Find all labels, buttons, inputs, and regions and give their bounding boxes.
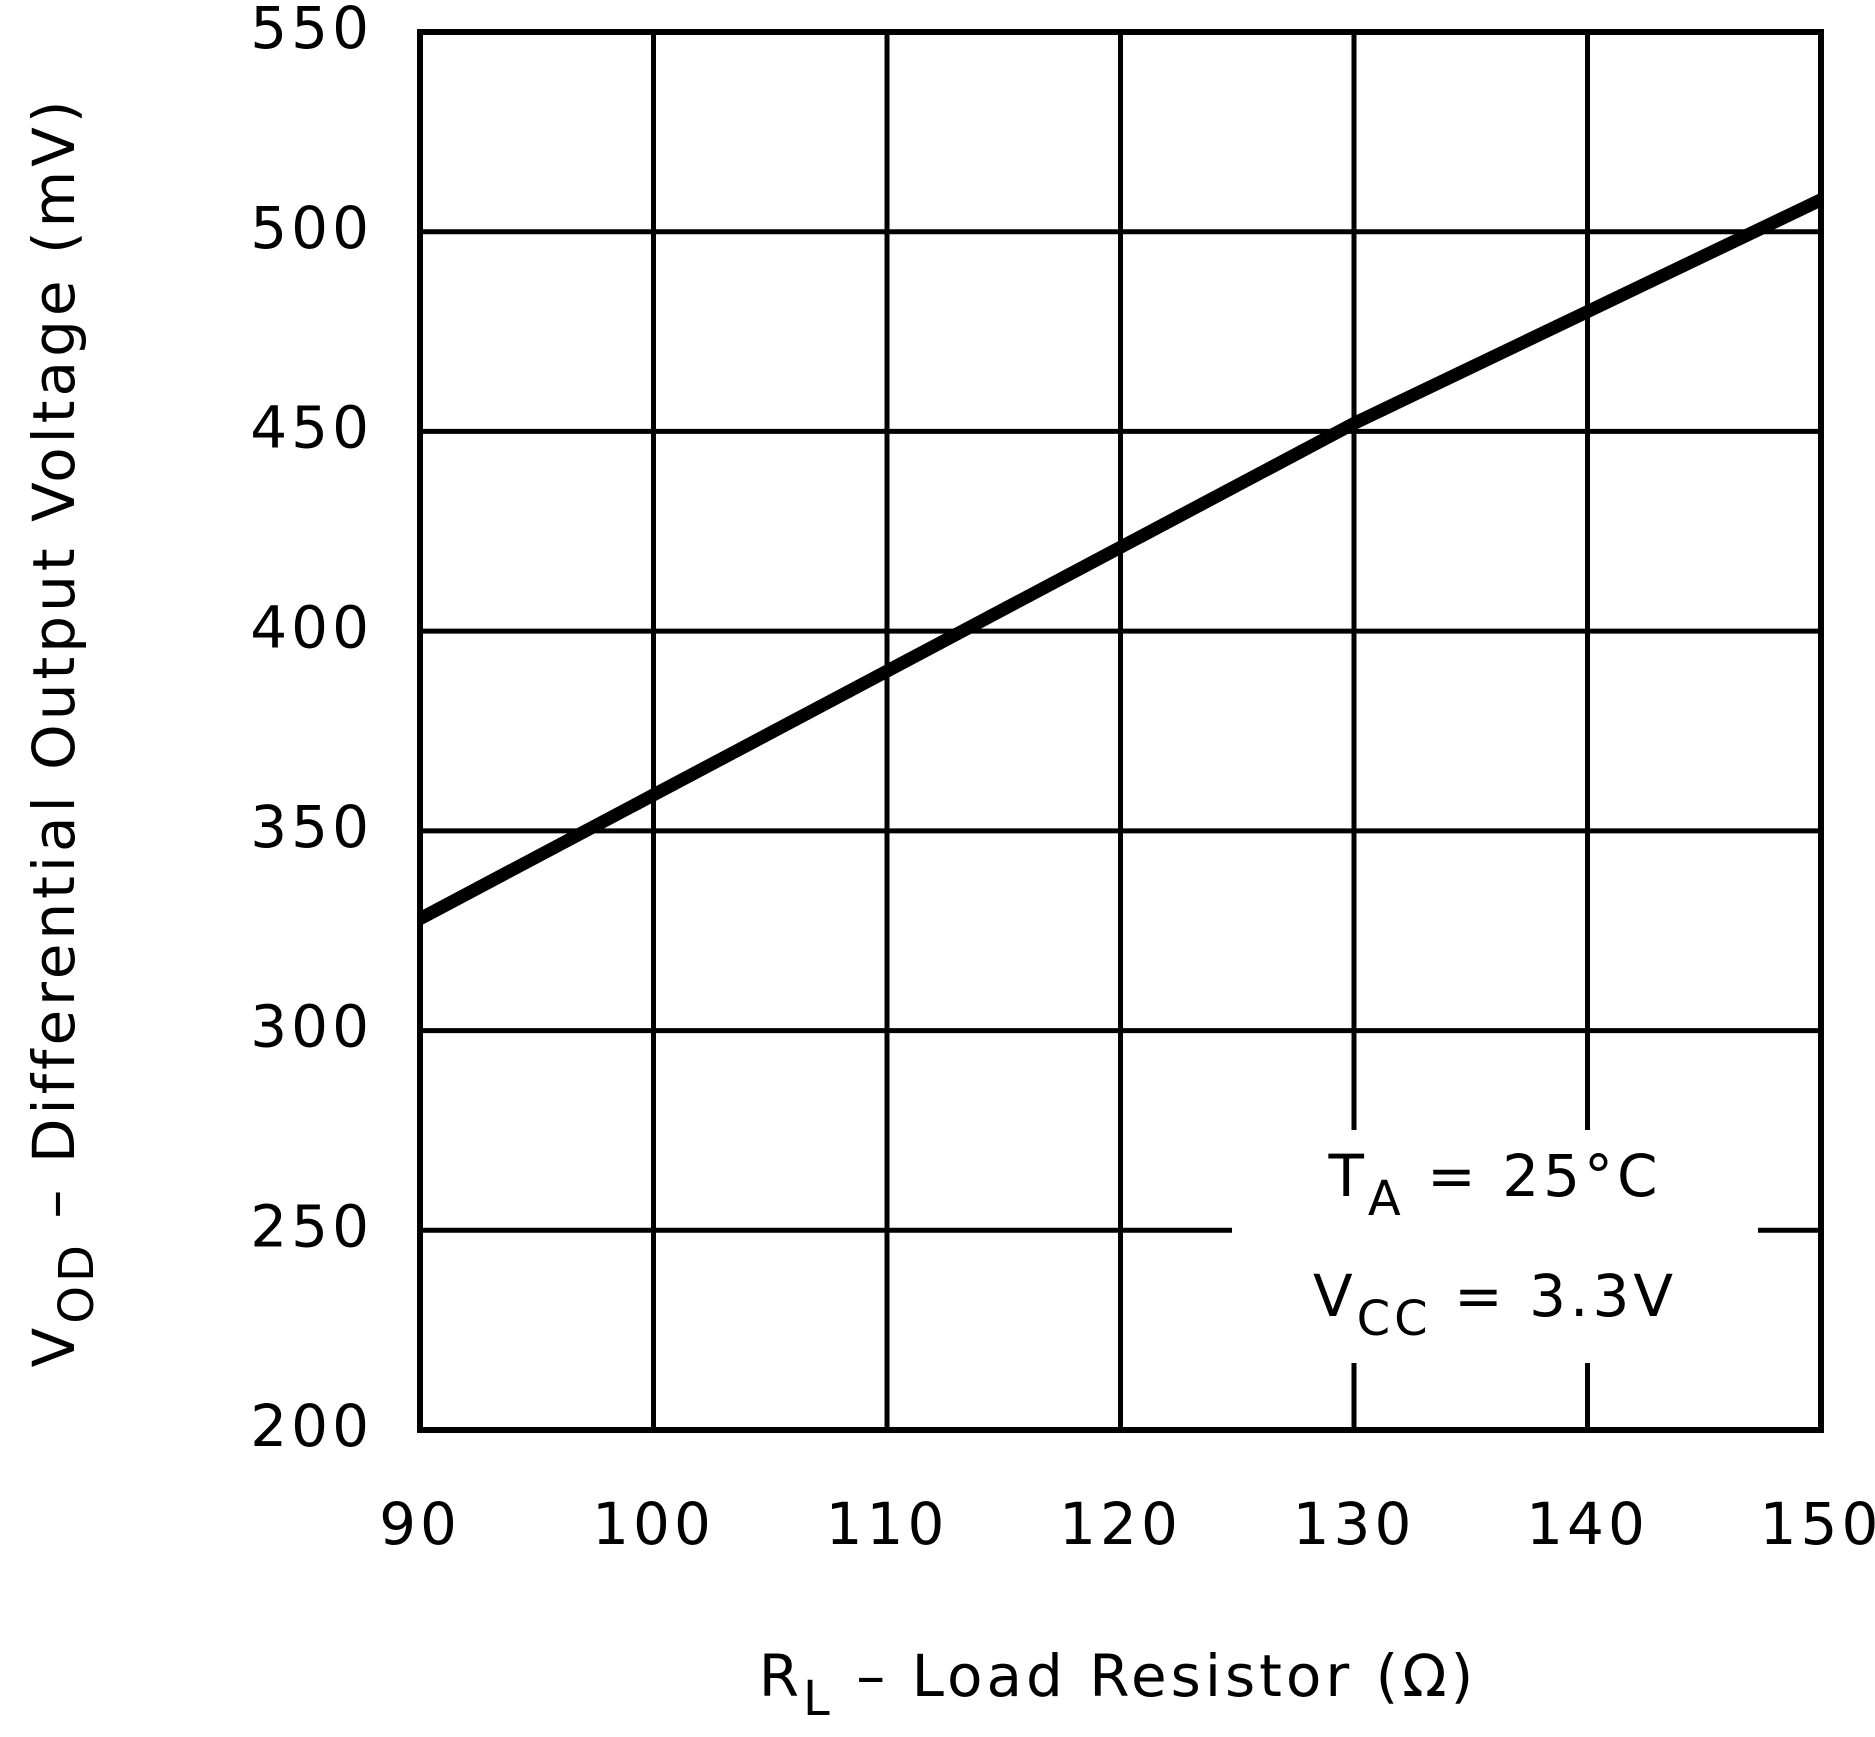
x-tick-label: 140 bbox=[1526, 1490, 1649, 1558]
plot-frame bbox=[417, 29, 1824, 1433]
y-tick-label: 500 bbox=[250, 194, 373, 262]
y-tick-label: 450 bbox=[250, 394, 373, 462]
annotation-rest: = 3.3V bbox=[1432, 1262, 1677, 1330]
y-axis-label-rest: – Differential Output Voltage (mV) bbox=[20, 97, 88, 1241]
x-axis-label-rest: – Load Resistor (Ω) bbox=[834, 1642, 1477, 1710]
y-tick-label: 200 bbox=[250, 1392, 373, 1460]
x-tick-label: 100 bbox=[592, 1490, 715, 1558]
annotation-rest: = 25°C bbox=[1405, 1142, 1662, 1210]
y-tick-label: 550 bbox=[250, 0, 373, 62]
y-tick-label: 300 bbox=[250, 993, 373, 1061]
x-axis-label-main: R bbox=[759, 1642, 803, 1710]
y-tick-label: 350 bbox=[250, 793, 373, 861]
y-axis-label-sub: OD bbox=[49, 1241, 105, 1324]
x-tick-label: 130 bbox=[1293, 1490, 1416, 1558]
annotation-main: V bbox=[1313, 1262, 1357, 1330]
y-axis-label-main: V bbox=[20, 1324, 88, 1368]
y-tick-label: 250 bbox=[250, 1192, 373, 1260]
x-tick-label: 120 bbox=[1059, 1490, 1182, 1558]
x-tick-label: 110 bbox=[826, 1490, 949, 1558]
data-line bbox=[416, 193, 1824, 925]
annotation-sub: CC bbox=[1357, 1291, 1432, 1347]
x-tick-label: 150 bbox=[1760, 1490, 1875, 1558]
annotation-main: T bbox=[1327, 1142, 1367, 1210]
annotation-box bbox=[1232, 1130, 1758, 1363]
y-tick-label: 400 bbox=[250, 593, 373, 661]
annotation: TA = 25°C bbox=[1327, 1142, 1661, 1227]
y-axis-label: VOD – Differential Output Voltage (mV) bbox=[20, 97, 105, 1368]
x-tick-label: 90 bbox=[379, 1490, 461, 1558]
x-axis-label-sub: L bbox=[803, 1671, 834, 1727]
annotation: VCC = 3.3V bbox=[1313, 1262, 1677, 1347]
x-axis-label: RL – Load Resistor (Ω) bbox=[759, 1642, 1478, 1727]
annotation-sub: A bbox=[1368, 1171, 1405, 1227]
